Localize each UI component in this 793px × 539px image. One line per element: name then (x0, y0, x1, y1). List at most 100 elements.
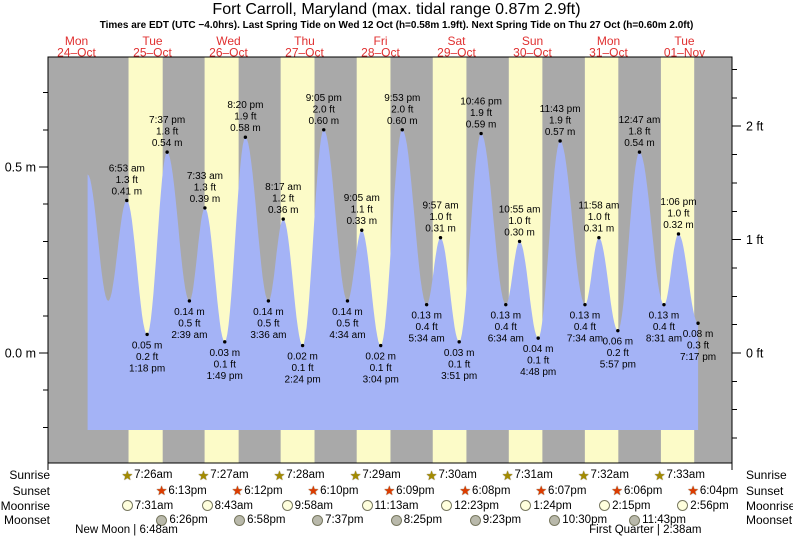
moonset-moon-icon (390, 514, 402, 526)
sunset-star-icon: ★ (459, 483, 472, 498)
tide-extreme-dot (243, 135, 248, 139)
moonset-event: 10:30pm (549, 513, 607, 527)
low-tide-annotation-line: 0.4 ft (416, 322, 438, 333)
low-tide-annotation-line: 0.14 m (332, 307, 363, 318)
event-time: 6:08pm (472, 484, 511, 497)
moonrise-row-label-right: Moonrise (746, 498, 793, 513)
moon-phase-note: New Moon | 6:48am (75, 524, 178, 536)
moonset-event: 9:23pm (469, 513, 521, 527)
day-date-label: 29–Oct (437, 46, 476, 60)
sunrise-event: ★ 7:33am (654, 468, 705, 482)
event-time: 9:58am (294, 499, 333, 512)
event-time: 7:26am (134, 469, 173, 481)
event-time: 6:07pm (548, 484, 587, 497)
day-name-label: Wed (216, 34, 240, 48)
event-time: 1:24pm (533, 499, 572, 512)
moonrise-event: 8:43am (201, 499, 253, 513)
sunset-event: ★ 6:06pm (611, 484, 662, 498)
moonrise-event: 2:56pm (677, 499, 729, 513)
high-tide-annotation-line: 9:53 pm (384, 93, 420, 104)
event-time: 7:31am (514, 469, 553, 481)
low-tide-annotation-line: 0.04 m (523, 344, 554, 355)
moonset-event: 7:37pm (312, 513, 363, 527)
tide-extreme-dot (583, 302, 587, 307)
sunrise-star-icon: ★ (577, 467, 590, 483)
tide-extreme-dot (637, 150, 642, 154)
high-tide-annotation-line: 9:57 am (422, 201, 458, 212)
sunset-event: ★ 6:07pm (535, 484, 586, 498)
tide-extreme-dot (662, 302, 666, 307)
sunrise-event: ★ 7:27am (198, 468, 249, 482)
sunset-event: ★ 6:12pm (232, 484, 283, 498)
moonrise-moon-icon (520, 500, 532, 511)
low-tide-annotation-line: 0.13 m (570, 311, 601, 322)
event-time: 8:25pm (403, 514, 443, 526)
low-tide-annotation-line: 7:34 am (567, 334, 603, 345)
low-tide-annotation-line: 0.1 ft (527, 356, 549, 367)
tide-level-area (87, 129, 699, 431)
low-tide-annotation-line: 7:17 pm (680, 352, 716, 363)
moonset-moon-icon (156, 514, 168, 526)
tide-extreme-dot (345, 299, 350, 303)
high-tide-annotation-line: 0.36 m (268, 205, 299, 216)
low-tide-annotation-line: 0.3 ft (687, 341, 709, 352)
day-date-label: 25–Oct (133, 46, 172, 60)
tide-extreme-dot (479, 131, 483, 136)
day-date-label: 24–Oct (57, 46, 96, 60)
tide-extreme-dot (322, 128, 326, 132)
sunrise-row-label-left: Sunrise (9, 468, 50, 482)
high-tide-annotation-line: 11:58 am (578, 201, 619, 212)
high-tide-annotation-line: 1.8 ft (156, 127, 178, 138)
low-tide-annotation-line: 0.1 ft (291, 363, 313, 374)
high-tide-annotation-line: 1.3 ft (116, 175, 138, 186)
low-tide-annotation-line: 5:34 am (409, 334, 445, 345)
moonrise-moon-icon (677, 500, 689, 511)
high-tide-annotation-line: 1.9 ft (470, 108, 492, 119)
tide-extreme-dot (165, 150, 169, 154)
moonset-row-label-right: Moonset (746, 513, 793, 527)
event-time: 7:31am (134, 499, 174, 512)
moon-phase-note: First Quarter | 2:38am (589, 524, 702, 536)
tide-extreme-dot (203, 206, 207, 210)
moonset-event: 6:26pm (156, 513, 208, 527)
high-tide-annotation-line: 0.58 m (230, 123, 261, 134)
low-tide-annotation-line: 0.5 ft (178, 318, 200, 329)
day-name-label: Sat (447, 34, 466, 48)
high-tide-annotation-line: 6:53 am (109, 163, 145, 174)
sunrise-star-icon: ★ (121, 467, 134, 483)
high-tide-annotation-line: 2.0 ft (313, 104, 335, 115)
tide-extreme-dot (536, 336, 540, 340)
sunrise-event: ★ 7:30am (426, 468, 477, 482)
sunrise-star-icon: ★ (349, 467, 362, 483)
sunrise-star-icon: ★ (653, 467, 666, 483)
sunset-event: ★ 6:04pm (687, 484, 738, 498)
high-tide-annotation-line: 0.32 m (663, 220, 694, 231)
event-time: 6:13pm (168, 484, 207, 497)
left-axis-label-m: 0.0 m (5, 347, 36, 361)
sunset-star-icon: ★ (611, 483, 623, 498)
event-time: 6:09pm (396, 484, 435, 497)
sunrise-event: ★ 7:26am (122, 468, 173, 482)
high-tide-annotation-line: 1.3 ft (194, 182, 216, 193)
high-tide-annotation-line: 1.0 ft (667, 208, 689, 219)
low-tide-annotation-line: 0.02 m (287, 352, 318, 363)
moonrise-event: 2:15pm (599, 499, 650, 513)
day-date-label: 28–Oct (361, 46, 400, 60)
high-tide-annotation-line: 7:33 am (187, 171, 223, 182)
chart-subtitle: Times are EDT (UTC −4.0hrs). Last Spring… (99, 20, 694, 31)
high-tide-annotation-line: 1.9 ft (549, 115, 571, 126)
day-name-label: Sun (522, 34, 543, 48)
low-tide-annotation-line: 0.1 ft (214, 359, 236, 370)
moonrise-moon-icon (281, 500, 293, 511)
day-name-label: Tue (142, 34, 163, 48)
right-axis-label-ft: 0 ft (746, 347, 764, 361)
moonrise-event: 11:13am (361, 499, 418, 513)
chart-title: Fort Carroll, Maryland (max. tidal range… (212, 1, 581, 18)
day-date-label: 31–Oct (589, 46, 628, 60)
event-time: 6:06pm (623, 484, 663, 497)
tide-extreme-dot (266, 299, 271, 303)
moonrise-event: 7:31am (121, 499, 174, 513)
low-tide-annotation-line: 4:48 pm (520, 367, 556, 378)
high-tide-annotation-line: 1.8 ft (628, 127, 650, 138)
low-tide-annotation-line: 5:57 pm (600, 360, 636, 371)
